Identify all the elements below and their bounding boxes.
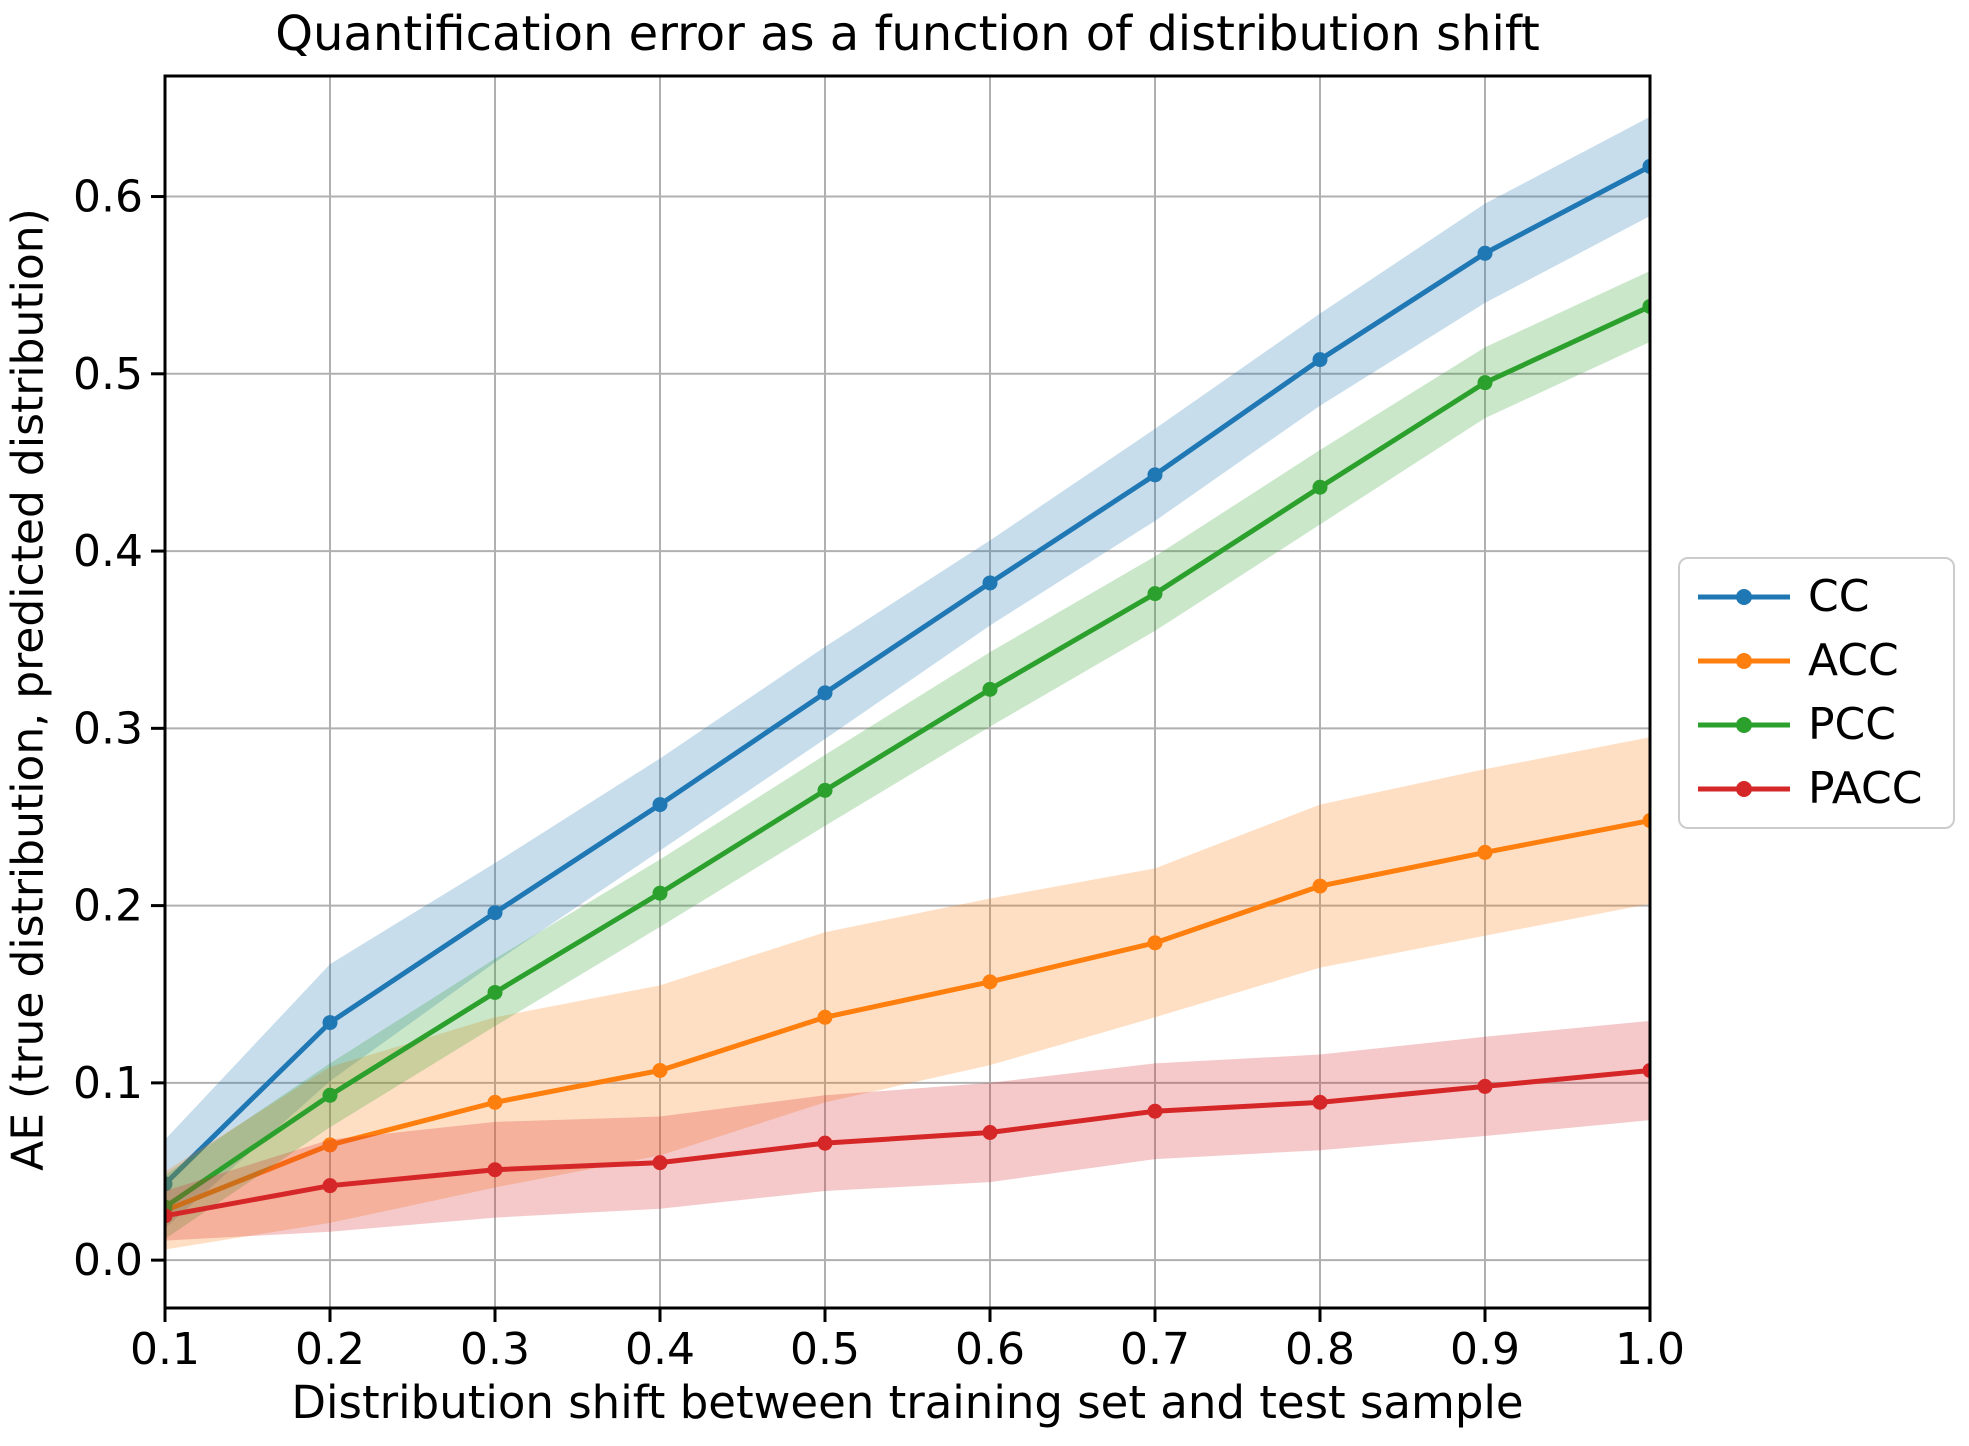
legend-line-sample-acc: [1698, 653, 1790, 669]
data-point: [165, 1176, 173, 1192]
y-tick-label: 0.3: [73, 703, 143, 754]
data-point: [982, 575, 998, 591]
data-point: [982, 681, 998, 697]
x-tick-label: 0.4: [625, 1324, 695, 1375]
legend-item-pacc: PACC: [1696, 767, 1953, 811]
data-point: [1477, 245, 1493, 261]
series-line-cc: [165, 163, 1650, 1187]
y-tick-label: 0.0: [73, 1235, 143, 1286]
y-tick-label: 0.2: [73, 881, 143, 932]
x-tick-label: 0.8: [1285, 1324, 1355, 1375]
data-point: [1312, 352, 1328, 368]
data-point: [1312, 878, 1328, 894]
series-markers-pcc: [165, 298, 1650, 1215]
y-ticks-group: 0.0 0.1 0.2 0.3 0.4 0.5 0.6: [73, 172, 165, 1286]
y-tick-label: 0.1: [73, 1058, 143, 1109]
data-point: [982, 974, 998, 990]
legend-item-cc: CC: [1696, 575, 1953, 619]
data-point: [322, 1015, 338, 1031]
legend-label: ACC: [1808, 635, 1899, 686]
data-point: [487, 984, 503, 1000]
legend-line-sample-pcc: [1698, 717, 1790, 733]
data-point: [1312, 1094, 1328, 1110]
x-tick-label: 0.3: [460, 1324, 530, 1375]
y-axis-label: AE (true distribution, predicted distrib…: [2, 208, 54, 1171]
data-point: [1642, 298, 1650, 314]
data-point: [652, 797, 668, 813]
data-point: [487, 1094, 503, 1110]
data-point: [1642, 1062, 1650, 1078]
x-axis-label: Distribution shift between training set …: [291, 1376, 1524, 1429]
legend-item-acc: ACC: [1696, 639, 1953, 683]
data-point: [165, 1208, 173, 1224]
legend-label: PCC: [1808, 699, 1896, 750]
data-point: [817, 782, 833, 798]
data-point: [652, 1155, 668, 1171]
chart-title: Quantification error as a function of di…: [275, 6, 1540, 62]
series-markers-cc: [165, 158, 1650, 1192]
data-point: [487, 1162, 503, 1178]
series-markers-pacc: [165, 1062, 1650, 1224]
data-point: [817, 1009, 833, 1025]
data-point: [322, 1178, 338, 1194]
series-line-acc: [165, 818, 1650, 1214]
data-point: [1147, 1103, 1163, 1119]
x-tick-label: 0.2: [295, 1324, 365, 1375]
data-point: [1147, 467, 1163, 483]
data-point: [982, 1125, 998, 1141]
data-point: [652, 885, 668, 901]
x-tick-label: 0.6: [955, 1324, 1025, 1375]
series-band-cc: [165, 116, 1650, 1229]
y-tick-label: 0.5: [73, 349, 143, 400]
data-point: [1477, 844, 1493, 860]
x-ticks-group: 0.1 0.2 0.3 0.4 0.5 0.6 0.7 0.8 0.9 1.0: [130, 1308, 1685, 1375]
x-tick-label: 1.0: [1615, 1324, 1685, 1375]
data-point: [1147, 935, 1163, 951]
data-point: [1642, 813, 1650, 829]
series-line-pacc: [165, 1067, 1650, 1219]
data-point: [322, 1137, 338, 1153]
data-point: [1642, 158, 1650, 174]
y-tick-label: 0.4: [73, 526, 143, 577]
x-tick-label: 0.5: [790, 1324, 860, 1375]
series-band-pacc: [165, 1020, 1650, 1241]
legend-label: CC: [1808, 571, 1870, 622]
data-point: [487, 905, 503, 921]
y-tick-label: 0.6: [73, 172, 143, 223]
x-tick-label: 0.9: [1450, 1324, 1520, 1375]
x-tick-label: 0.7: [1120, 1324, 1190, 1375]
series-band-acc: [165, 737, 1650, 1250]
data-point: [1477, 1078, 1493, 1094]
series-line-pcc: [165, 303, 1650, 1210]
legend-line-sample-cc: [1698, 589, 1790, 605]
data-point: [817, 1135, 833, 1151]
legend-item-pcc: PCC: [1696, 703, 1953, 747]
data-point: [652, 1062, 668, 1078]
plot-border: [163, 74, 1652, 1310]
x-tick-label: 0.1: [130, 1324, 200, 1375]
legend-line-sample-pacc: [1698, 781, 1790, 797]
data-point: [1312, 479, 1328, 495]
legend-label: PACC: [1808, 763, 1923, 814]
data-point: [1147, 586, 1163, 602]
data-point: [322, 1087, 338, 1103]
legend: CC ACC PCC PACC: [1678, 557, 1955, 829]
data-point: [1477, 375, 1493, 391]
data-point: [817, 685, 833, 701]
